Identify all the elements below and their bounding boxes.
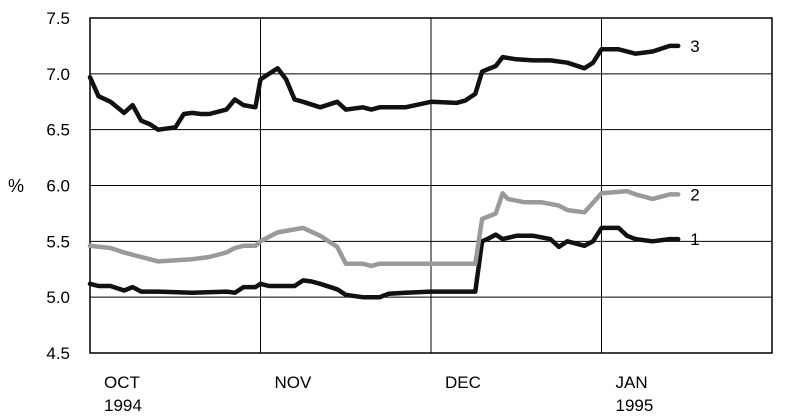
- y-axis-label: %: [8, 176, 24, 196]
- series-label-2: 2: [690, 185, 699, 204]
- gridlines: [90, 18, 772, 353]
- x-tick-label: OCT: [104, 373, 140, 392]
- series-lines: [87, 43, 681, 300]
- y-tick-label: 5.0: [46, 288, 70, 307]
- series-line-1: [87, 225, 681, 300]
- series-labels: 1 2 3: [690, 37, 699, 249]
- y-tick-label: 7.5: [46, 9, 70, 28]
- x-tick-label: DEC: [445, 373, 481, 392]
- x-tick-label: NOV: [275, 373, 313, 392]
- series-line-3: [87, 43, 681, 132]
- y-tick-label: 5.5: [46, 232, 70, 251]
- series-label-1: 1: [690, 230, 699, 249]
- y-tick-label: 6.0: [46, 177, 70, 196]
- y-tick-label: 7.0: [46, 65, 70, 84]
- series-label-3: 3: [690, 37, 699, 56]
- x-tick-year: 1994: [104, 396, 142, 415]
- y-tick-label: 4.5: [46, 344, 70, 363]
- y-tick-label: 6.5: [46, 121, 70, 140]
- x-tick-label: JAN: [616, 373, 648, 392]
- y-tick-labels: 4.5 5.0 5.5 6.0 6.5 7.0 7.5: [46, 9, 70, 363]
- x-tick-year: 1995: [616, 396, 654, 415]
- series-line-2: [87, 188, 681, 269]
- x-tick-labels: OCT 1994 NOV DEC JAN 1995: [104, 373, 653, 415]
